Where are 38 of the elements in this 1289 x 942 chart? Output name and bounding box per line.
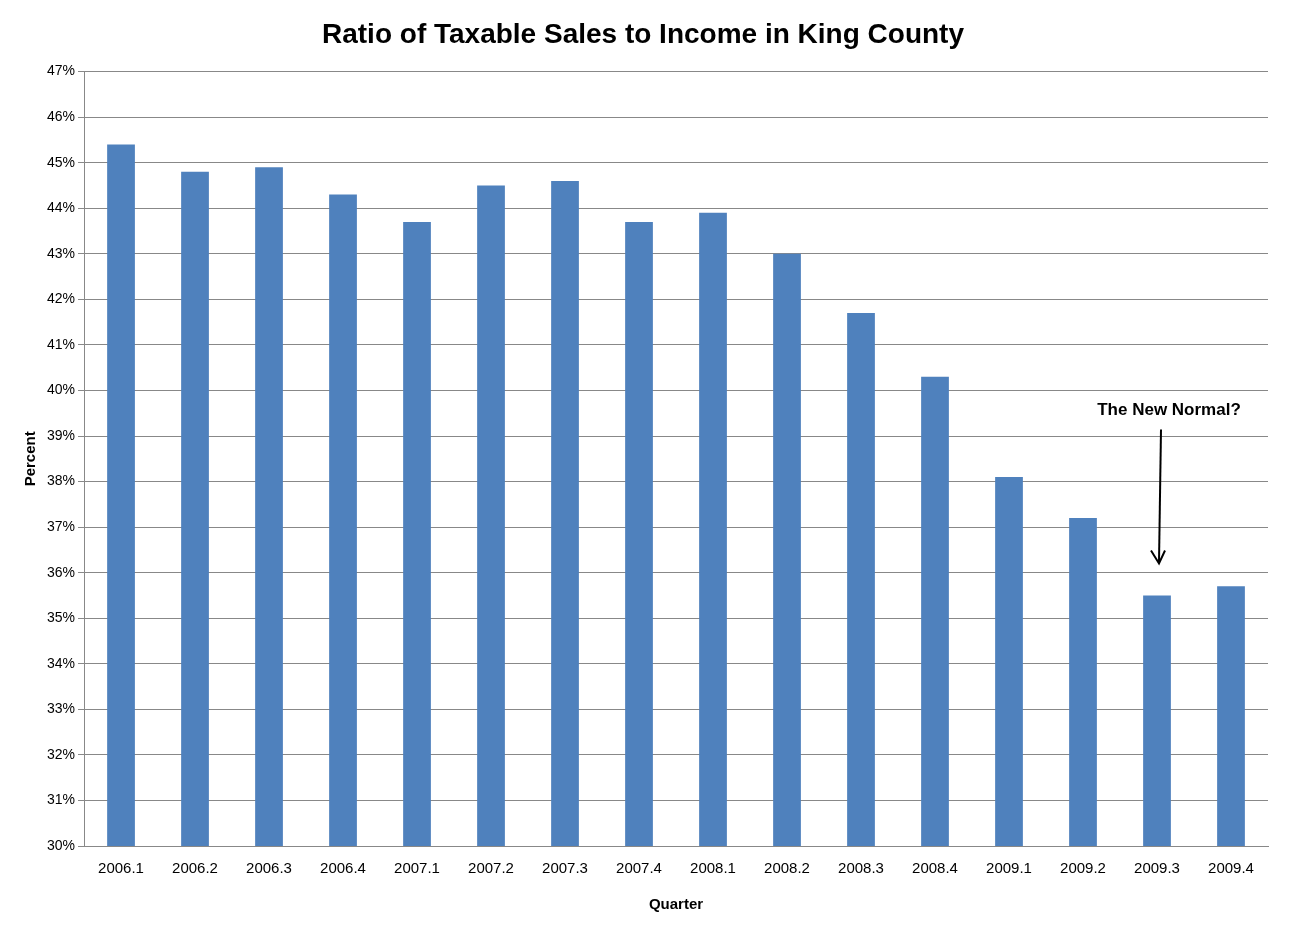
y-tick-label: 30% (46, 836, 76, 853)
x-tick-label: 2006.1 (98, 859, 144, 877)
y-tick-label: 44% (46, 199, 76, 216)
y-tick-label: 43% (46, 244, 76, 261)
y-tick-label: 40% (46, 381, 76, 398)
y-tick-label: 41% (46, 335, 76, 352)
chart-title: Ratio of Taxable Sales to Income in King County (321, 17, 965, 49)
y-tick-label: 33% (46, 700, 76, 717)
y-tick-label: 47% (46, 62, 76, 79)
y-tick-label: 32% (46, 745, 76, 762)
x-tick-label: 2009.2 (1060, 859, 1106, 877)
x-tick-label: 2007.2 (468, 859, 514, 877)
x-axis-title: Quarter (648, 895, 704, 913)
x-tick-label: 2006.3 (246, 859, 292, 877)
x-tick-label: 2007.1 (394, 859, 440, 877)
x-tick-label: 2008.3 (838, 859, 884, 877)
x-tick-label: 2008.1 (690, 859, 736, 877)
x-tick-label: 2009.1 (986, 859, 1032, 877)
x-tick-label: 2008.4 (912, 859, 958, 877)
x-tick-label: 2007.3 (542, 859, 588, 877)
y-tick-label: 36% (46, 563, 76, 580)
y-tick-label: 35% (46, 609, 76, 626)
y-tick-label: 39% (46, 426, 76, 443)
x-tick-label: 2006.2 (172, 859, 218, 877)
y-tick-label: 34% (46, 654, 76, 671)
x-tick-label: 2009.3 (1134, 859, 1180, 877)
y-tick-label: 46% (46, 108, 76, 125)
x-tick-label: 2009.4 (1208, 859, 1254, 877)
x-tick-label: 2008.2 (764, 859, 810, 877)
y-tick-label: 31% (46, 791, 76, 808)
x-tick-label: 2007.4 (616, 859, 662, 877)
y-tick-label: 38% (46, 472, 76, 489)
annotation: The New Normal? (1097, 400, 1241, 420)
x-tick-label: 2006.4 (320, 859, 366, 877)
y-tick-label: 37% (46, 517, 76, 534)
y-axis-title: Percent (21, 431, 39, 487)
y-tick-label: 45% (46, 153, 76, 170)
y-tick-label: 42% (46, 290, 76, 307)
